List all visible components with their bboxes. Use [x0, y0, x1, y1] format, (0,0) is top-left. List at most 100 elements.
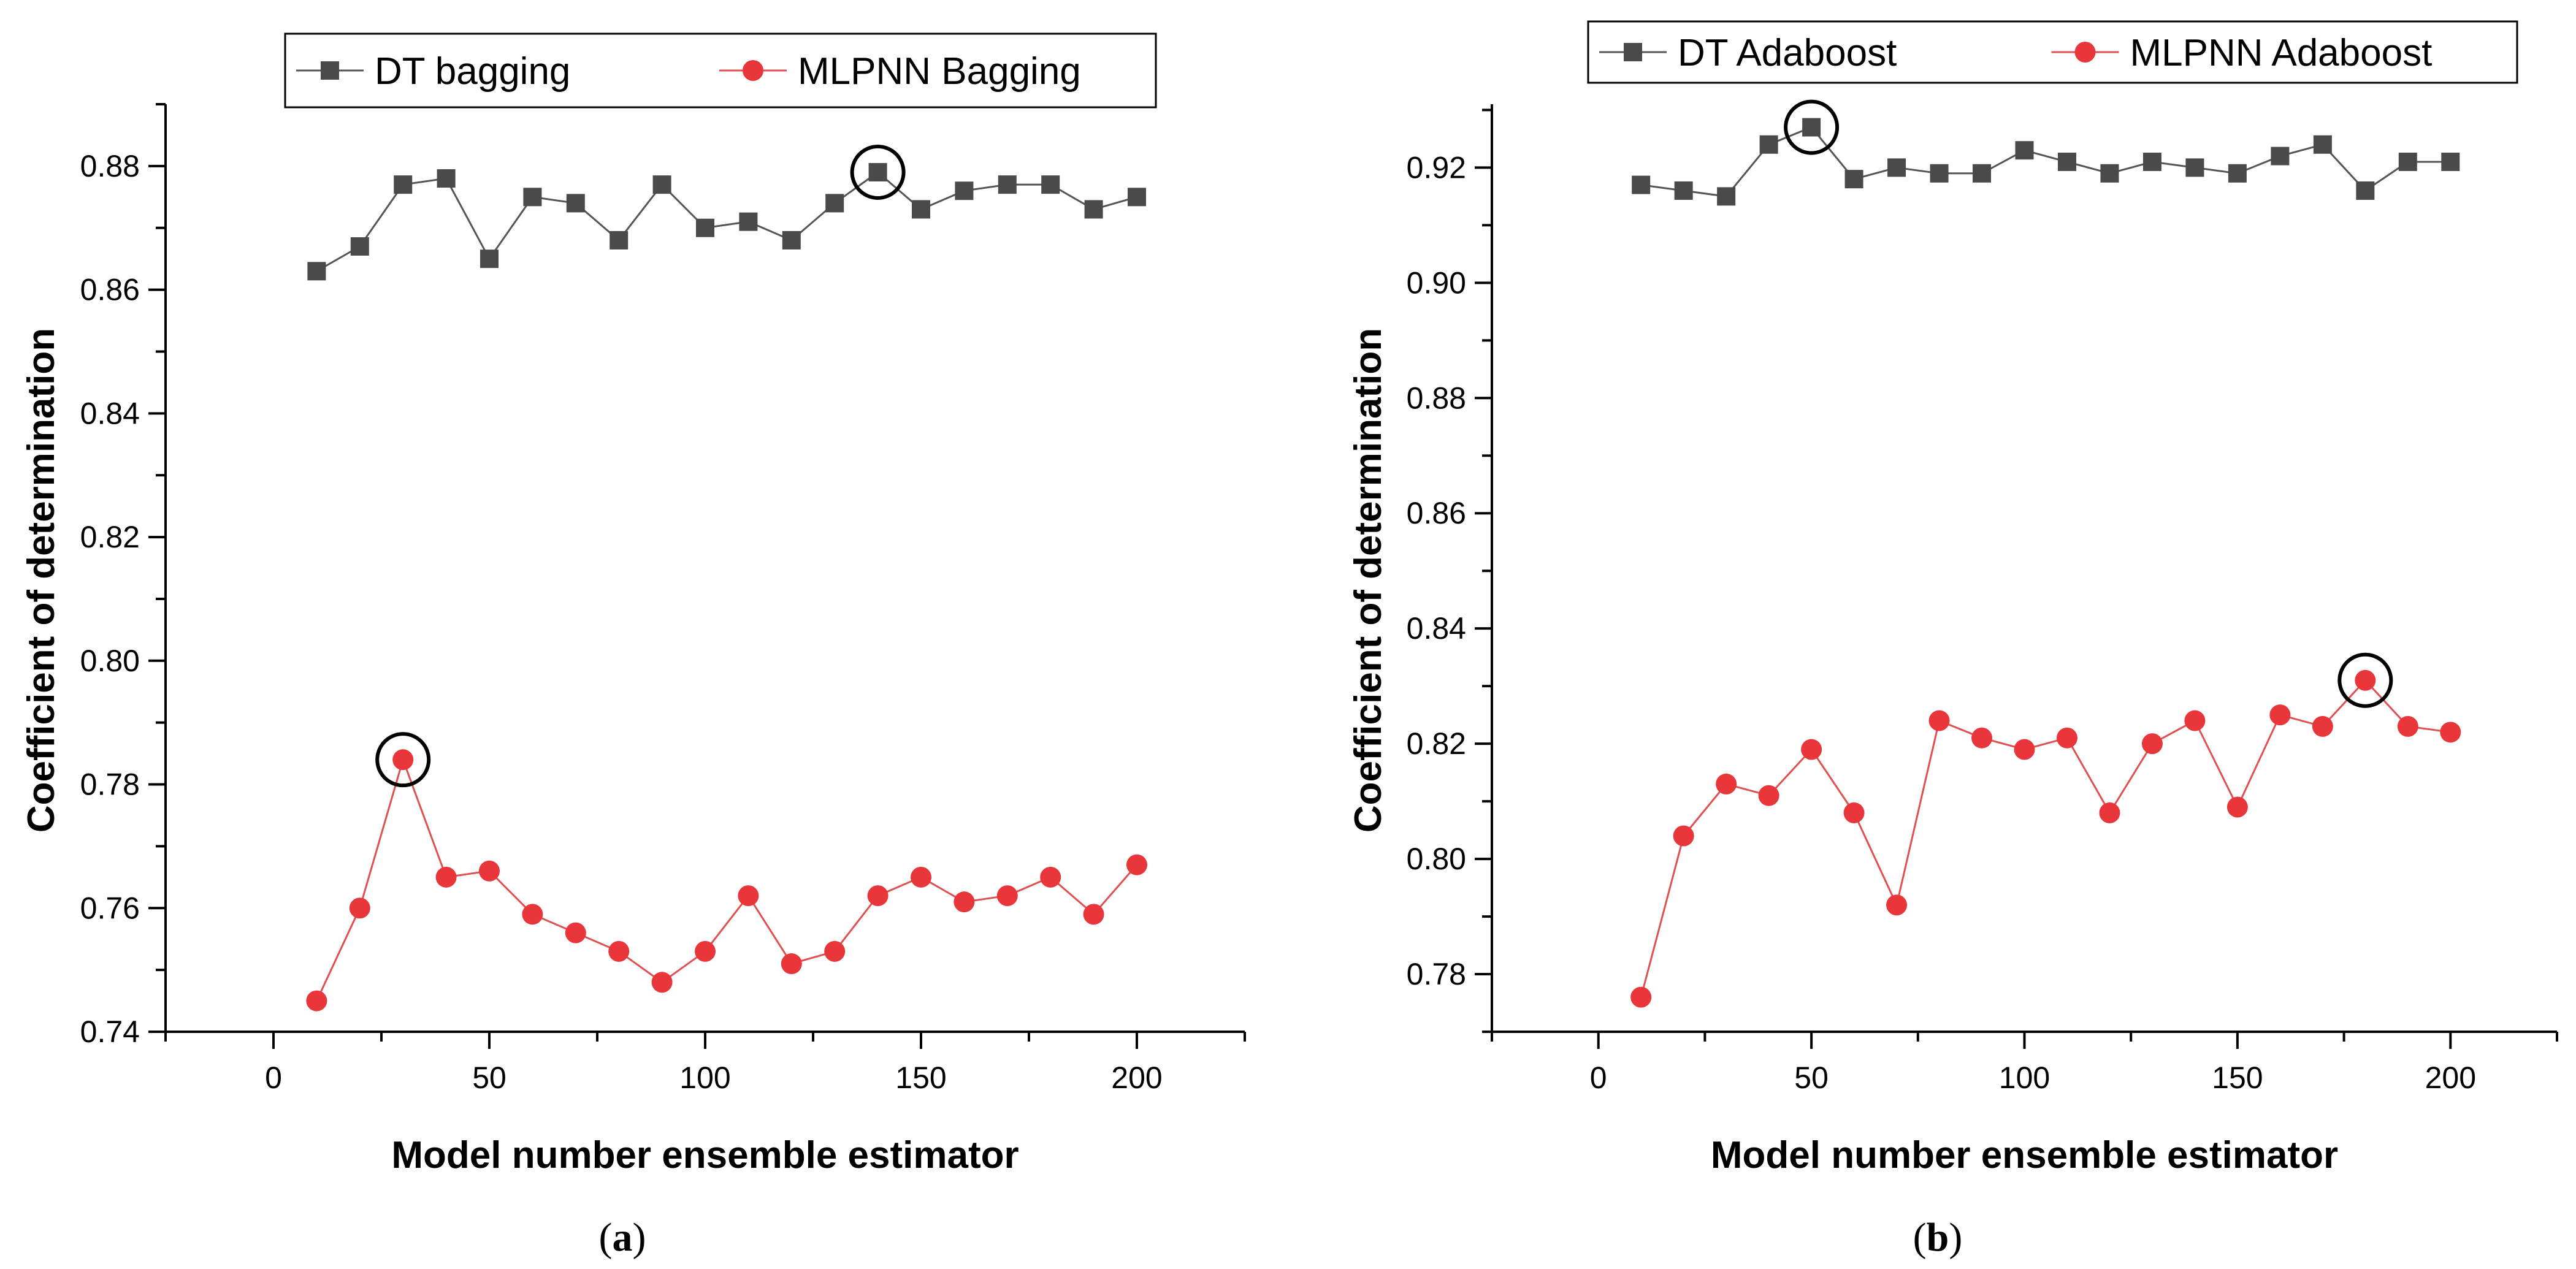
y-tick-label: 0.88 — [80, 149, 140, 183]
data-point-circle — [1716, 773, 1737, 795]
data-point-circle — [2014, 739, 2035, 760]
data-point-circle — [1630, 986, 1652, 1008]
legend: DT Adaboost MLPNN Adaboost — [1587, 20, 2518, 84]
data-point-circle — [1040, 866, 1061, 888]
data-point-circle — [824, 940, 846, 962]
data-point-square — [2100, 164, 2119, 183]
series-dt — [307, 144, 1146, 281]
data-point-circle — [954, 891, 975, 913]
x-tick-label: 0 — [265, 1061, 282, 1095]
panel-a: 0 50 100 150 200 0.74 0.76 0.78 0.80 0.82 0.84 0.86… — [20, 32, 1246, 1260]
data-point-circle — [2099, 802, 2120, 823]
data-point-square — [1802, 118, 1821, 137]
data-point-square — [1084, 200, 1103, 219]
data-point-circle — [2440, 722, 2461, 743]
data-point-circle — [781, 953, 802, 975]
data-point-circle — [1801, 739, 1822, 760]
data-point-circle — [2355, 669, 2376, 691]
panel-label-letter: a — [613, 1215, 633, 1260]
data-point-square — [307, 262, 326, 281]
legend-label: DT Adaboost — [1678, 32, 1897, 74]
data-point-square — [2441, 152, 2460, 171]
data-point-square — [610, 231, 629, 250]
data-point-square — [1674, 181, 1693, 200]
panel-label-letter: b — [1927, 1215, 1949, 1260]
highlight-circle — [2337, 652, 2393, 708]
x-tick-label: 200 — [1111, 1061, 1162, 1095]
data-point-circle — [996, 885, 1018, 907]
y-tick-label: 0.92 — [1407, 150, 1466, 185]
legend-marker-square — [321, 61, 339, 80]
y-tick-label: 0.78 — [80, 768, 140, 802]
data-point-square — [696, 218, 714, 237]
panel-b: 0 50 100 150 200 0.78 0.80 0.82 0.84 0.86 0.88 0.90… — [1347, 20, 2558, 1260]
data-point-circle — [392, 749, 414, 771]
y-tick-label: 0.82 — [80, 520, 140, 554]
legend: DT bagging MLPNN Bagging — [284, 32, 1157, 109]
data-point-circle — [435, 866, 457, 888]
x-axis-title: Model number ensemble estimator — [1711, 1134, 2338, 1176]
x-tick-label: 50 — [472, 1061, 506, 1095]
x-tick-label: 200 — [2425, 1061, 2476, 1095]
y-tick-label: 0.84 — [80, 396, 140, 430]
data-point-square — [825, 194, 844, 213]
panel-label: (b) — [1913, 1215, 1963, 1260]
data-point-square — [350, 237, 369, 256]
series-mlpnn — [306, 732, 1147, 1012]
data-point-circle — [1758, 785, 1779, 806]
data-point-square — [523, 188, 542, 207]
data-point-circle — [695, 940, 716, 962]
data-point-circle — [1843, 802, 1865, 823]
data-point-circle — [1886, 894, 1908, 916]
data-point-square — [1041, 175, 1060, 194]
data-point-square — [437, 169, 456, 188]
legend-marker-circle — [2074, 42, 2096, 63]
data-point-square — [868, 162, 887, 181]
y-axis-title: Coefficient of determination — [20, 328, 63, 833]
data-point-square — [1844, 170, 1863, 189]
data-point-square — [2185, 158, 2204, 177]
data-point-square — [2398, 152, 2417, 171]
data-point-square — [2356, 181, 2375, 200]
series-dt — [1632, 99, 2460, 206]
legend-label: DT bagging — [375, 50, 570, 93]
data-point-square — [912, 200, 930, 219]
data-point-square — [782, 231, 801, 250]
data-point-square — [1930, 164, 1949, 183]
data-point-circle — [867, 885, 889, 907]
data-point-square — [2142, 152, 2161, 171]
data-point-circle — [1126, 854, 1147, 875]
series-mlpnn — [1630, 652, 2461, 1008]
data-point-circle — [1673, 825, 1694, 847]
y-tick-label: 0.74 — [80, 1015, 140, 1049]
data-point-square — [480, 250, 499, 269]
highlight-circle — [1784, 99, 1840, 155]
data-point-square — [1887, 158, 1906, 177]
data-point-square — [2313, 135, 2332, 154]
data-point-circle — [479, 860, 500, 882]
y-tick-label: 0.86 — [1407, 496, 1466, 530]
data-point-circle — [1928, 710, 1950, 731]
y-tick-label: 0.90 — [1407, 265, 1466, 300]
data-point-square — [652, 175, 671, 194]
data-point-square — [2057, 152, 2076, 171]
data-point-circle — [2226, 796, 2248, 818]
y-tick-label: 0.80 — [1407, 842, 1466, 876]
y-tick-label: 0.80 — [80, 644, 140, 678]
data-point-circle — [2312, 715, 2333, 737]
legend-label: MLPNN Bagging — [798, 50, 1081, 93]
data-point-circle — [306, 990, 327, 1012]
data-point-circle — [2184, 710, 2206, 731]
data-point-square — [1128, 188, 1146, 207]
data-point-square — [1759, 135, 1778, 154]
data-point-square — [394, 175, 413, 194]
data-point-circle — [651, 972, 673, 993]
y-tick-label: 0.78 — [1407, 957, 1466, 991]
data-point-square — [955, 181, 974, 200]
x-tick-label: 0 — [1590, 1061, 1607, 1095]
data-point-circle — [2269, 704, 2291, 726]
data-point-circle — [565, 922, 586, 943]
data-point-circle — [2056, 727, 2077, 749]
y-tick-label: 0.76 — [80, 891, 140, 925]
